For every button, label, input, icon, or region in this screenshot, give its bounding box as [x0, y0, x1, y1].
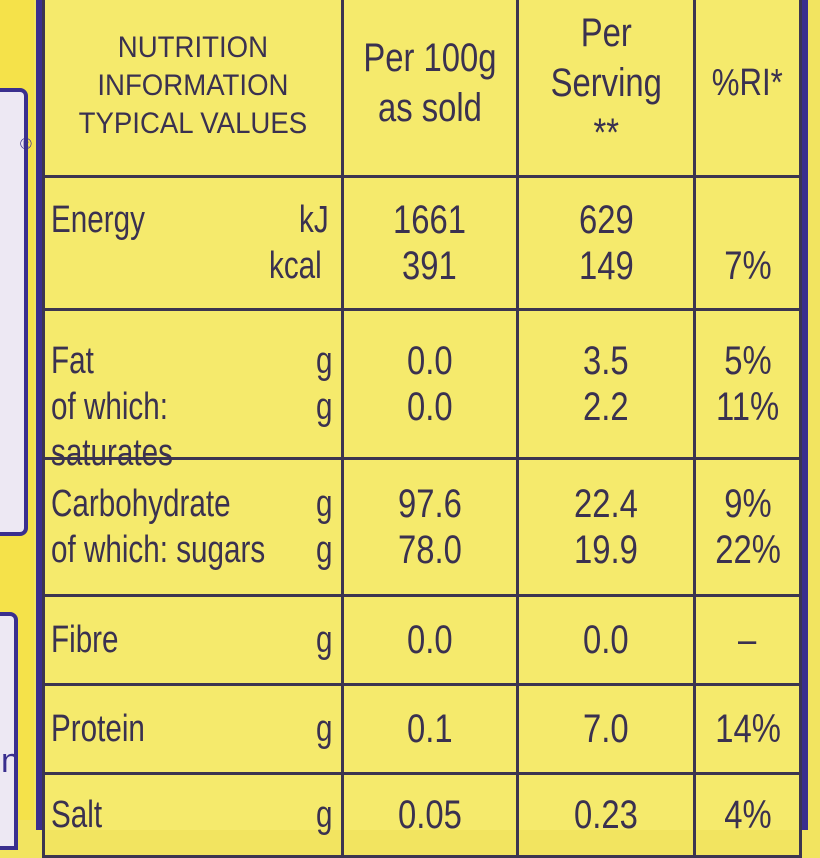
- serving-value: 0.0: [515, 594, 697, 686]
- per100-value: 0.05: [340, 772, 519, 858]
- package-side-panel-lower: [0, 612, 18, 850]
- table-row-salt: Salt g 0.05 0.23 4%: [42, 772, 802, 858]
- package-side-panel: [0, 88, 28, 536]
- per100-value: 0.0: [340, 594, 519, 686]
- serving-value: 3.5 2.2: [515, 308, 697, 460]
- table-row-protein: Protein g 0.1 7.0 14%: [42, 683, 802, 775]
- ri-value: 5% 11%: [693, 308, 802, 460]
- table-header-row: NUTRITION INFORMATION TYPICAL VALUES Per…: [42, 0, 802, 178]
- row-label: Fibre g: [42, 594, 344, 686]
- per100-value: 0.1: [340, 683, 519, 775]
- table-row-fibre: Fibre g 0.0 0.0 –: [42, 594, 802, 686]
- ri-value: –: [693, 594, 802, 686]
- serving-value: 22.4 19.9: [515, 457, 697, 597]
- serving-value: 7.0: [515, 683, 697, 775]
- nutrition-table: NUTRITION INFORMATION TYPICAL VALUES Per…: [42, 0, 802, 858]
- row-label: Fat g of which: saturates g: [42, 308, 344, 474]
- table-row-fat: Fat g of which: saturates g 0.0 0.0 3.5 2.…: [42, 308, 802, 474]
- ri-value: 14%: [693, 683, 802, 775]
- ri-value: 9% 22%: [693, 457, 802, 597]
- serving-value: 0.23: [515, 772, 697, 858]
- table-row-energy: Energy kJ kcal 1661 391 629 149 7%: [42, 175, 802, 311]
- column-per-100g: Per 100g as sold: [340, 0, 519, 178]
- ri-value: 7%: [693, 175, 802, 311]
- column-per-serving: Per Serving **: [515, 0, 697, 178]
- column-ri: %RI*: [693, 0, 802, 178]
- table-title: NUTRITION INFORMATION TYPICAL VALUES: [42, 0, 344, 178]
- per100-value: 1661 391: [340, 175, 519, 311]
- row-label: Protein g: [42, 683, 344, 775]
- per100-value: 0.0 0.0: [340, 308, 519, 460]
- serving-value: 629 149: [515, 175, 697, 311]
- registered-mark: ®: [20, 136, 32, 153]
- row-label: Salt g: [42, 772, 344, 858]
- row-label: Energy kJ kcal: [42, 175, 344, 311]
- partial-letter: n: [1, 742, 20, 780]
- table-row-carbohydrate: Carbohydrate g of which: sugars g 97.6 78.…: [42, 457, 802, 597]
- row-label: Carbohydrate g of which: sugars g: [42, 457, 344, 597]
- ri-value: 4%: [693, 772, 802, 858]
- per100-value: 97.6 78.0: [340, 457, 519, 597]
